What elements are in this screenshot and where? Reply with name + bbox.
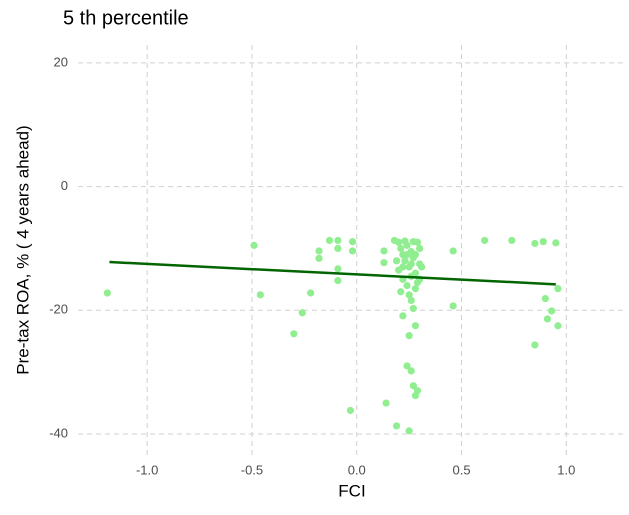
point <box>403 251 411 259</box>
point <box>325 236 334 245</box>
point <box>392 257 401 265</box>
point <box>315 254 323 262</box>
point <box>315 247 323 255</box>
point <box>401 237 409 245</box>
point <box>405 291 413 299</box>
point <box>554 285 562 293</box>
point <box>409 304 417 313</box>
y-tick-label: 20 <box>54 54 68 69</box>
point <box>449 247 457 255</box>
point <box>334 236 342 245</box>
point <box>346 406 355 415</box>
point <box>403 281 411 290</box>
y-tick-label: -20 <box>49 302 68 317</box>
x-tick-label: 0.0 <box>348 462 366 477</box>
y-tick-label: -40 <box>49 425 68 440</box>
point <box>290 330 298 338</box>
point <box>413 387 422 395</box>
point <box>543 315 552 323</box>
point <box>307 289 315 297</box>
point <box>401 257 409 265</box>
point <box>407 296 415 304</box>
point <box>397 288 405 296</box>
point <box>395 238 403 246</box>
point <box>380 247 388 255</box>
x-axis-label: FCI <box>338 481 365 500</box>
chart-title: 5 th percentile <box>63 7 189 29</box>
point <box>256 291 264 299</box>
point <box>348 238 357 246</box>
point <box>541 294 549 303</box>
point <box>531 341 539 349</box>
point <box>298 309 306 317</box>
point <box>407 260 415 268</box>
point <box>397 244 405 253</box>
point <box>539 238 547 246</box>
point <box>508 236 516 245</box>
x-tick-label: -1.0 <box>136 462 158 477</box>
point <box>449 302 457 310</box>
y-axis-label: Pre-tax ROA, % ( 4 years ahead) <box>13 125 32 374</box>
point <box>334 277 342 285</box>
point <box>348 247 357 255</box>
point <box>399 263 407 271</box>
point <box>334 244 342 253</box>
point <box>405 427 413 435</box>
point <box>407 367 415 375</box>
point <box>531 239 539 248</box>
point <box>103 289 111 297</box>
point <box>392 422 401 430</box>
point <box>548 307 556 315</box>
fit-line <box>109 260 556 286</box>
point <box>399 312 407 320</box>
point <box>552 239 560 247</box>
point <box>403 362 411 370</box>
point <box>405 332 413 340</box>
x-tick-label: 1.0 <box>557 462 575 477</box>
point <box>334 265 342 273</box>
point <box>418 263 426 271</box>
y-tick-label: 0 <box>61 178 68 193</box>
x-tick-label: 0.5 <box>452 462 470 477</box>
point <box>382 399 390 407</box>
x-tick-label: -0.5 <box>241 462 263 477</box>
point <box>554 322 562 330</box>
point <box>416 244 424 253</box>
point <box>480 236 489 245</box>
point <box>411 322 420 330</box>
point <box>380 259 388 267</box>
point <box>250 241 258 249</box>
point <box>409 238 417 246</box>
point <box>411 251 420 259</box>
point <box>411 285 420 293</box>
point <box>409 382 417 390</box>
